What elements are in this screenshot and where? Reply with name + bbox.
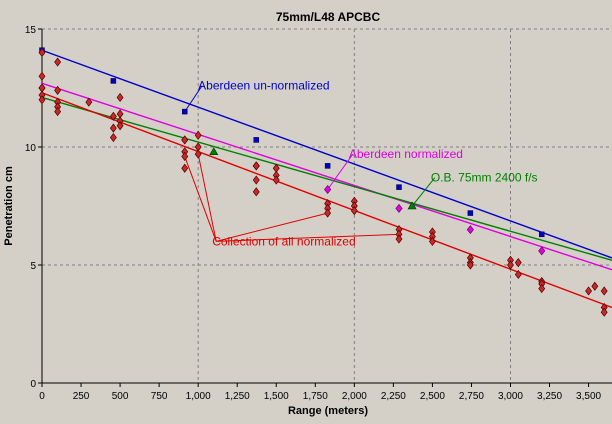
- x-tick-label: 250: [73, 391, 90, 402]
- point-aberdeen-normalized: [395, 203, 403, 213]
- point-collection-of-all-normalized: [538, 284, 546, 294]
- annotation-arrow-collection-of-all-normalized: [216, 233, 400, 242]
- point-aberdeen-un-normalized: [324, 163, 331, 169]
- point-collection-of-all-normalized: [109, 111, 117, 121]
- point-collection-of-all-normalized: [54, 107, 62, 117]
- point-collection-of-all-normalized: [194, 149, 202, 159]
- annotation-arrows: [184, 85, 436, 242]
- x-tick-label: 2,500: [420, 391, 445, 402]
- x-tick-label: 3,250: [537, 391, 562, 402]
- x-tick-label: 0: [39, 391, 45, 402]
- point-aberdeen-un-normalized: [396, 184, 402, 190]
- point-collection-of-all-normalized: [600, 286, 608, 296]
- point-collection-of-all-normalized: [181, 163, 189, 173]
- point-collection-of-all-normalized: [514, 269, 522, 280]
- annotation-collection-of-all-normalized: Collection of all normalized: [212, 234, 355, 248]
- x-tick-label: 1,250: [225, 391, 250, 402]
- point-collection-of-all-normalized: [585, 286, 593, 296]
- x-tick-label: 750: [151, 391, 168, 402]
- point-aberdeen-normalized: [324, 184, 332, 194]
- point-collection-of-all-normalized: [272, 175, 280, 185]
- x-tick-label: 500: [112, 391, 129, 402]
- point-o-b-75mm-2400-f-s: [209, 147, 219, 156]
- x-tick-label: 2,000: [342, 391, 367, 402]
- point-aberdeen-un-normalized: [253, 137, 260, 143]
- x-tick-label: 1,750: [303, 391, 328, 402]
- point-collection-of-all-normalized: [507, 260, 514, 270]
- x-tick-label: 2,250: [381, 391, 406, 402]
- point-collection-of-all-normalized: [181, 135, 189, 145]
- x-tick-label: 3,000: [498, 391, 523, 402]
- annotation-labels: Aberdeen un-normalized Aberdeen normalize…: [198, 79, 537, 249]
- point-collection-of-all-normalized: [428, 236, 436, 246]
- point-aberdeen-un-normalized: [467, 210, 474, 216]
- point-collection-of-all-normalized: [38, 48, 46, 58]
- annotation-arrow-collection-of-all-normalized: [184, 156, 217, 242]
- series-line-aberdeen-un-normalized: [41, 49, 612, 259]
- y-tick-label: 5: [30, 261, 36, 272]
- point-collection-of-all-normalized: [324, 208, 332, 218]
- x-tick-label: 3,500: [576, 391, 601, 402]
- point-collection-of-all-normalized: [395, 234, 403, 244]
- point-aberdeen-normalized: [538, 246, 546, 256]
- x-axis-label: Range (meters): [288, 405, 368, 417]
- x-axis-ticks: 0 250 500 750 1,000 1,250 1,500 1,750 2,000 2,250…: [39, 383, 602, 402]
- annotation-o-b-75mm-2400-f-s: O.B. 75mm 2400 f/s: [431, 171, 538, 185]
- point-collection-of-all-normalized: [194, 130, 202, 140]
- point-collection-of-all-normalized: [252, 161, 260, 171]
- point-aberdeen-un-normalized: [538, 231, 545, 238]
- y-axis-ticks: 0 5 10 15: [25, 25, 42, 390]
- annotation-arrow-o-b-75mm-2400-f-s: [411, 177, 436, 207]
- annotation-arrow-aberdeen-un-normalized: [184, 85, 203, 112]
- annotation-arrow-collection-of-all-normalized: [216, 212, 328, 242]
- point-collection-of-all-normalized: [181, 151, 189, 162]
- x-tick-label: 2,750: [459, 391, 484, 402]
- series-line-o-b-75mm-2400-f-s: [41, 96, 612, 261]
- point-collection-of-all-normalized: [109, 132, 117, 143]
- annotation-aberdeen-normalized: Aberdeen normalized: [349, 147, 463, 161]
- point-collection-of-all-normalized: [116, 121, 124, 131]
- point-aberdeen-un-normalized: [110, 78, 117, 84]
- y-tick-label: 15: [25, 25, 37, 36]
- annotation-arrow-collection-of-all-normalized: [197, 153, 217, 242]
- point-collection-of-all-normalized: [54, 57, 62, 67]
- point-collection-of-all-normalized: [54, 85, 62, 95]
- y-tick-label: 0: [30, 379, 36, 390]
- x-tick-label: 1,500: [264, 391, 289, 402]
- annotation-aberdeen-un-normalized: Aberdeen un-normalized: [198, 79, 329, 93]
- point-aberdeen-normalized: [466, 225, 474, 235]
- point-collection-of-all-normalized: [38, 95, 46, 105]
- point-collection-of-all-normalized: [591, 281, 599, 291]
- point-collection-of-all-normalized: [350, 206, 358, 216]
- series-points: [38, 47, 608, 317]
- point-collection-of-all-normalized: [38, 71, 46, 81]
- y-axis-label: Penetration cm: [3, 166, 15, 246]
- x-tick-label: 1,000: [186, 391, 211, 402]
- point-collection-of-all-normalized: [466, 260, 474, 270]
- point-collection-of-all-normalized: [600, 307, 608, 317]
- chart-title: 75mm/L48 APCBC: [276, 10, 381, 24]
- point-collection-of-all-normalized: [116, 92, 124, 103]
- point-o-b-75mm-2400-f-s: [407, 201, 417, 210]
- point-collection-of-all-normalized: [85, 97, 93, 107]
- point-collection-of-all-normalized: [109, 123, 117, 133]
- point-collection-of-all-normalized: [252, 187, 260, 197]
- point-aberdeen-un-normalized: [181, 108, 188, 115]
- y-tick-label: 10: [25, 143, 37, 154]
- series-line-aberdeen-normalized: [41, 82, 612, 271]
- point-collection-of-all-normalized: [252, 175, 260, 185]
- annotation-arrow-aberdeen-normalized: [327, 153, 354, 190]
- point-collection-of-all-normalized: [514, 258, 522, 268]
